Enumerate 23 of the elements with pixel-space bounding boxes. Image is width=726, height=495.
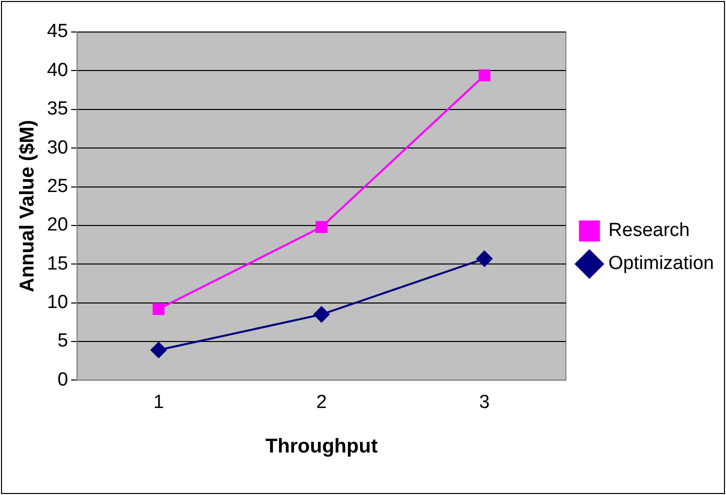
y-tick-label: 25 [46, 176, 68, 197]
y-tick-label: 30 [46, 137, 68, 158]
x-tick-label: 1 [153, 392, 164, 413]
y-axis-title: Annual Value ($M) [16, 120, 39, 292]
y-tick-label: 20 [46, 214, 68, 236]
y-tick-label: 45 [46, 21, 68, 42]
x-tick-label: 2 [316, 392, 327, 413]
y-tick-label: 0 [58, 369, 68, 390]
point [476, 250, 492, 267]
y-tick-label: 15 [46, 253, 68, 274]
y-tick-label: 5 [58, 330, 68, 352]
y-tick-label: 40 [46, 60, 68, 81]
legend-label: Optimization [608, 253, 714, 274]
legend-label: Research [608, 220, 690, 242]
point [152, 303, 165, 315]
y-tick-label: 10 [46, 292, 68, 314]
x-tick-label: 3 [479, 392, 490, 413]
point [478, 69, 490, 82]
point [150, 342, 167, 358]
point [314, 306, 330, 322]
point [316, 221, 328, 233]
x-axis-title: Throughput [265, 436, 378, 458]
y-tick-label: 35 [46, 98, 68, 120]
